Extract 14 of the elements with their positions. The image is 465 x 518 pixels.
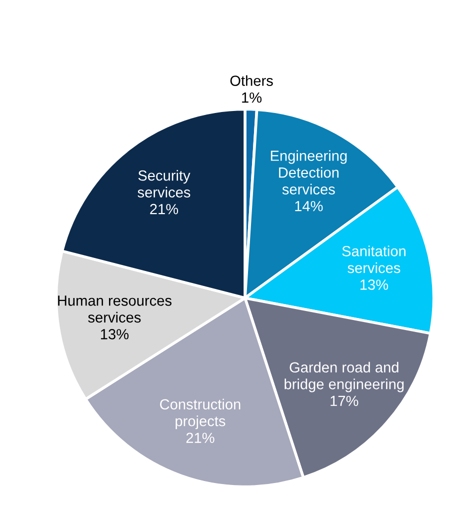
data-label: 17% bbox=[330, 396, 358, 406]
slice-label: Construction projects bbox=[160, 398, 240, 430]
data-label: 1% bbox=[242, 92, 262, 103]
slice-label: Human resources services bbox=[58, 296, 172, 323]
slice-label: Engineering Detection services bbox=[270, 150, 347, 194]
slice-label: Garden road and bridge engineering bbox=[284, 362, 404, 392]
data-label: 14% bbox=[295, 200, 323, 212]
slice-label: Others bbox=[230, 75, 273, 86]
slice-label: Security services bbox=[138, 170, 190, 198]
data-label: 21% bbox=[186, 432, 214, 443]
data-label: 13% bbox=[100, 329, 129, 340]
slice-label: Sanitation services bbox=[342, 246, 406, 274]
data-label: 21% bbox=[150, 204, 178, 214]
data-label: 13% bbox=[360, 280, 388, 290]
